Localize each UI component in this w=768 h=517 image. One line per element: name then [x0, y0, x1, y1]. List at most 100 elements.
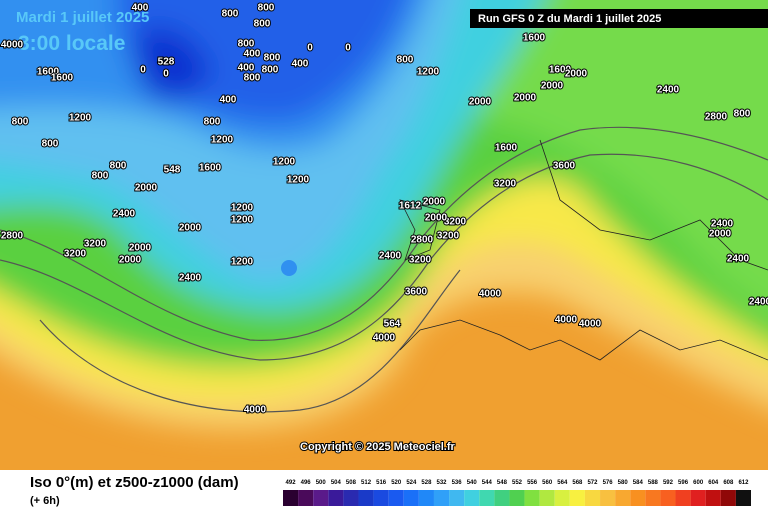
contour-label: 1612 — [399, 201, 422, 212]
scale-swatch — [645, 490, 661, 506]
contour-label: 1600 — [549, 65, 572, 76]
contour-label: 2000 — [179, 223, 202, 234]
scale-label: 608 — [723, 480, 734, 486]
contour-label: 2000 — [469, 97, 492, 108]
scale-label: 548 — [497, 480, 508, 486]
scale-swatch — [569, 490, 585, 506]
contour-label: 1200 — [211, 135, 234, 146]
scale-label: 552 — [512, 480, 523, 486]
contour-label: 800 — [238, 39, 255, 50]
scale-swatch — [675, 490, 691, 506]
scale-label: 528 — [421, 480, 432, 486]
contour-label: 400 — [132, 3, 149, 14]
scale-swatch — [449, 490, 465, 506]
time-label: 3:00 locale — [18, 32, 125, 55]
contour-label: 800 — [92, 171, 109, 182]
contour-label: 2400 — [113, 209, 136, 220]
scale-label: 496 — [301, 480, 312, 486]
scale-label: 504 — [331, 480, 342, 486]
scale-swatch — [630, 490, 646, 506]
scale-swatch — [479, 490, 495, 506]
contour-label: 2000 — [514, 93, 537, 104]
contour-label: 2000 — [709, 229, 732, 240]
date-label: Mardi 1 juillet 2025 — [16, 9, 149, 26]
scale-swatch — [343, 490, 359, 506]
scale-label: 564 — [557, 480, 568, 486]
scale-label: 584 — [633, 480, 644, 486]
contour-label: 1200 — [231, 215, 254, 226]
scale-swatch — [313, 490, 329, 506]
scale-swatch — [328, 490, 344, 506]
scale-label: 580 — [618, 480, 629, 486]
contour-label: 400 — [238, 63, 255, 74]
scale-label: 568 — [572, 480, 583, 486]
scale-swatch — [358, 490, 374, 506]
scale-swatch — [584, 490, 601, 506]
contour-label: 800 — [244, 73, 261, 84]
scale-swatch — [509, 490, 525, 506]
scale-label: 600 — [693, 480, 704, 486]
contour-label: 1200 — [273, 157, 296, 168]
scale-label: 508 — [346, 480, 357, 486]
scale-swatch — [735, 490, 751, 506]
contour-label: 1200 — [287, 175, 310, 186]
footer-title: Iso 0°(m) et z500-z1000 (dam) — [30, 474, 239, 491]
scale-swatch — [600, 490, 616, 506]
contour-label: 4000 — [373, 333, 396, 344]
contour-label: 0 — [345, 43, 351, 54]
scale-label: 516 — [376, 480, 387, 486]
contour-label: 1200 — [69, 113, 92, 124]
contour-label: 2000 — [425, 213, 448, 224]
scale-swatch — [494, 490, 510, 506]
scale-label: 560 — [542, 480, 553, 486]
contour-label: 2000 — [129, 243, 152, 254]
contour-label: 3200 — [444, 217, 467, 228]
contour-label: 800 — [110, 161, 127, 172]
contour-label: 2000 — [119, 255, 142, 266]
scale-swatch — [388, 490, 404, 506]
scale-swatch — [705, 490, 721, 506]
contour-label: 4000 — [579, 319, 602, 330]
scale-label: 556 — [527, 480, 538, 486]
scale-swatch — [539, 490, 555, 506]
scale-swatch — [554, 490, 570, 506]
contour-label: 800 — [204, 117, 221, 128]
contour-label: 3600 — [405, 287, 428, 298]
contour-label: 2400 — [749, 297, 768, 308]
contour-label: 564 — [384, 319, 401, 330]
contour-label: 1600 — [495, 143, 518, 154]
contour-label: 3200 — [84, 239, 107, 250]
contour-label: 1600 — [523, 33, 546, 44]
scale-label: 596 — [678, 480, 689, 486]
scale-label: 532 — [437, 480, 448, 486]
contour-label: 1200 — [231, 257, 254, 268]
scale-swatch — [373, 490, 389, 506]
contour-label: 2800 — [1, 231, 24, 242]
scale-label: 500 — [316, 480, 327, 486]
scale-label: 572 — [587, 480, 598, 486]
scale-label: 524 — [406, 480, 417, 486]
contour-label: 3600 — [553, 161, 576, 172]
contour-label: 2400 — [379, 251, 402, 262]
contour-label: 2800 — [411, 235, 434, 246]
contour-label: 1600 — [51, 73, 74, 84]
scale-swatch — [418, 490, 434, 506]
contour-label: 2000 — [565, 69, 588, 80]
contour-label: 4000 — [244, 405, 267, 416]
scale-swatch — [690, 490, 706, 506]
scale-swatch — [615, 490, 631, 506]
scale-swatch — [433, 490, 450, 506]
contour-label: 1200 — [231, 203, 254, 214]
contour-label: 3200 — [409, 255, 432, 266]
scale-swatch — [403, 490, 419, 506]
contour-label: 2400 — [179, 273, 202, 284]
contour-label: 548 — [164, 165, 181, 176]
contour-label: 3200 — [64, 249, 87, 260]
contour-label: 800 — [397, 55, 414, 66]
contour-label: 2400 — [727, 254, 750, 265]
contour-label: 2000 — [423, 197, 446, 208]
contour-label: 400 — [244, 49, 261, 60]
contour-label: 800 — [262, 65, 279, 76]
